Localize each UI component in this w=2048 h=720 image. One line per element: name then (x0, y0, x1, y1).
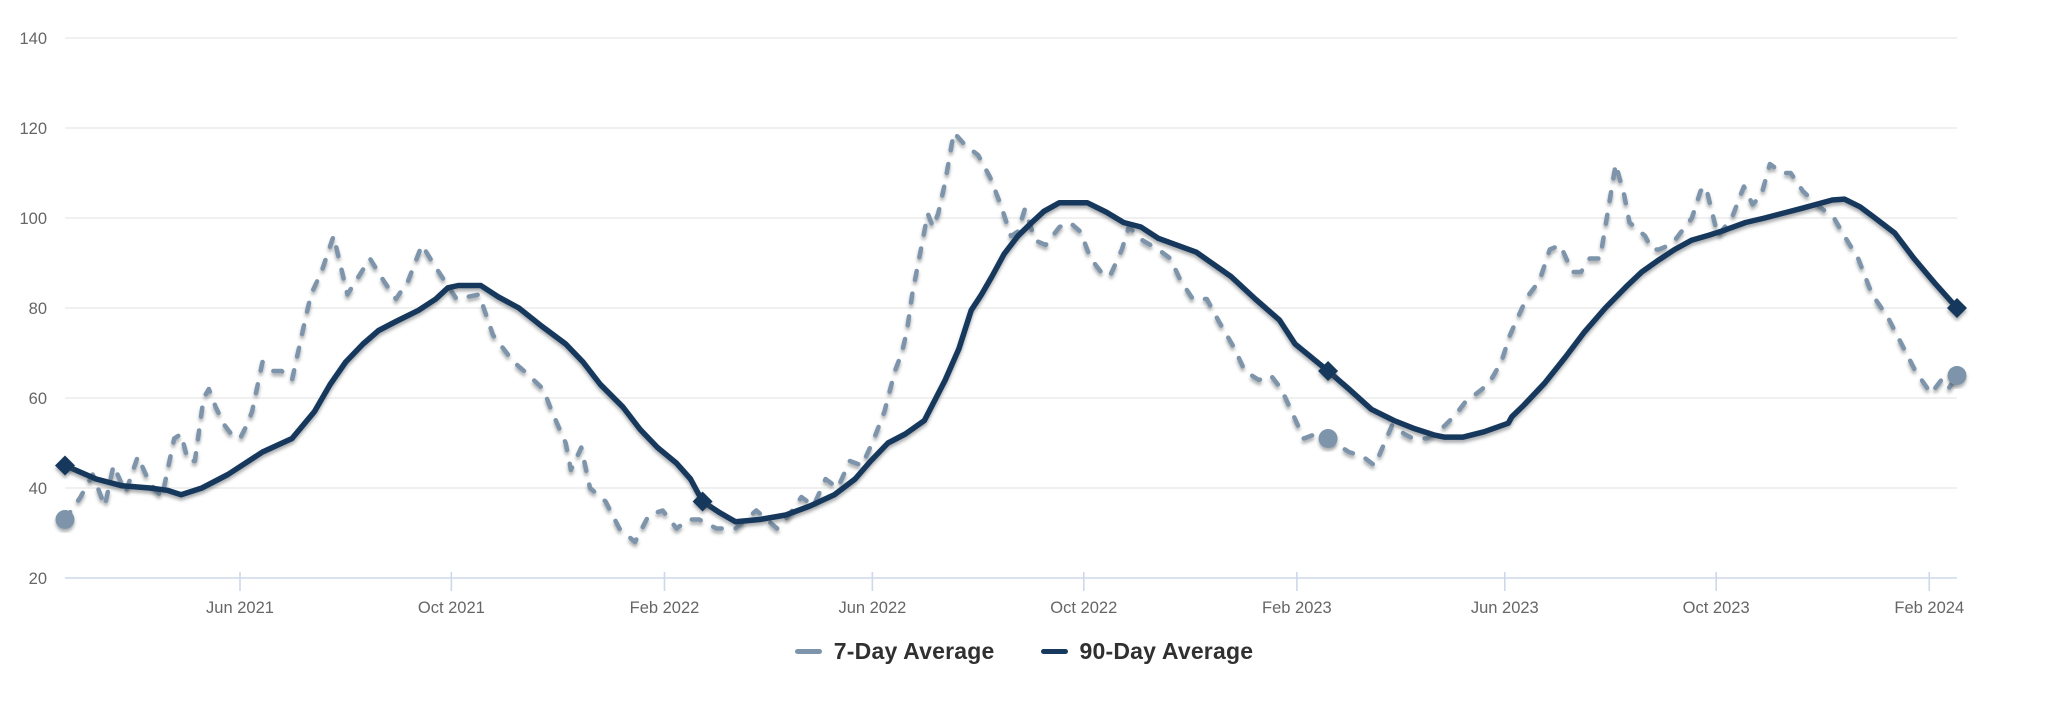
x-axis-label: Feb 2022 (630, 599, 700, 617)
ninety-day-marker-diamond (55, 455, 75, 476)
ninety-day-marker-diamond (1318, 361, 1339, 381)
y-axis-label: 20 (29, 570, 47, 588)
x-axis-label: Jun 2023 (1471, 599, 1539, 617)
x-axis-label: Feb 2024 (1894, 599, 1964, 617)
x-axis-label: Jun 2021 (206, 599, 274, 617)
x-axis-label: Oct 2021 (418, 599, 485, 617)
x-axis-label: Oct 2023 (1683, 599, 1750, 617)
legend-label-90-day: 90-Day Average (1079, 638, 1254, 664)
legend-item-90-day-average[interactable]: 90-Day Average (1040, 638, 1254, 665)
legend-label-7-day: 7-Day Average (833, 638, 995, 664)
legend-item-7-day-average[interactable]: 7-Day Average (794, 638, 995, 665)
y-axis-label: 120 (19, 120, 47, 138)
ninety-day-average-line (63, 196, 1960, 525)
y-axis-label: 140 (19, 30, 47, 48)
legend-swatch-7-day-icon (794, 649, 822, 654)
seven-day-average-line (62, 130, 1960, 545)
y-axis-label: 60 (29, 390, 47, 408)
y-axis-label: 40 (29, 480, 47, 498)
seven-day-marker-circle (55, 510, 75, 529)
chart-legend: 7-Day Average 90-Day Average (0, 638, 2048, 665)
x-axis-label: Feb 2023 (1262, 599, 1332, 617)
ninety-day-marker-diamond (1947, 298, 1967, 318)
seven-day-marker-circle (1318, 429, 1338, 448)
y-axis-label: 80 (29, 300, 47, 318)
legend-swatch-90-day-icon (1040, 649, 1068, 654)
x-axis-label: Jun 2022 (838, 599, 906, 617)
seven-day-marker-circle (1947, 366, 1967, 385)
x-axis-label: Oct 2022 (1050, 599, 1117, 617)
ninety-day-marker-diamond (692, 491, 713, 512)
y-axis-label: 100 (19, 210, 47, 228)
